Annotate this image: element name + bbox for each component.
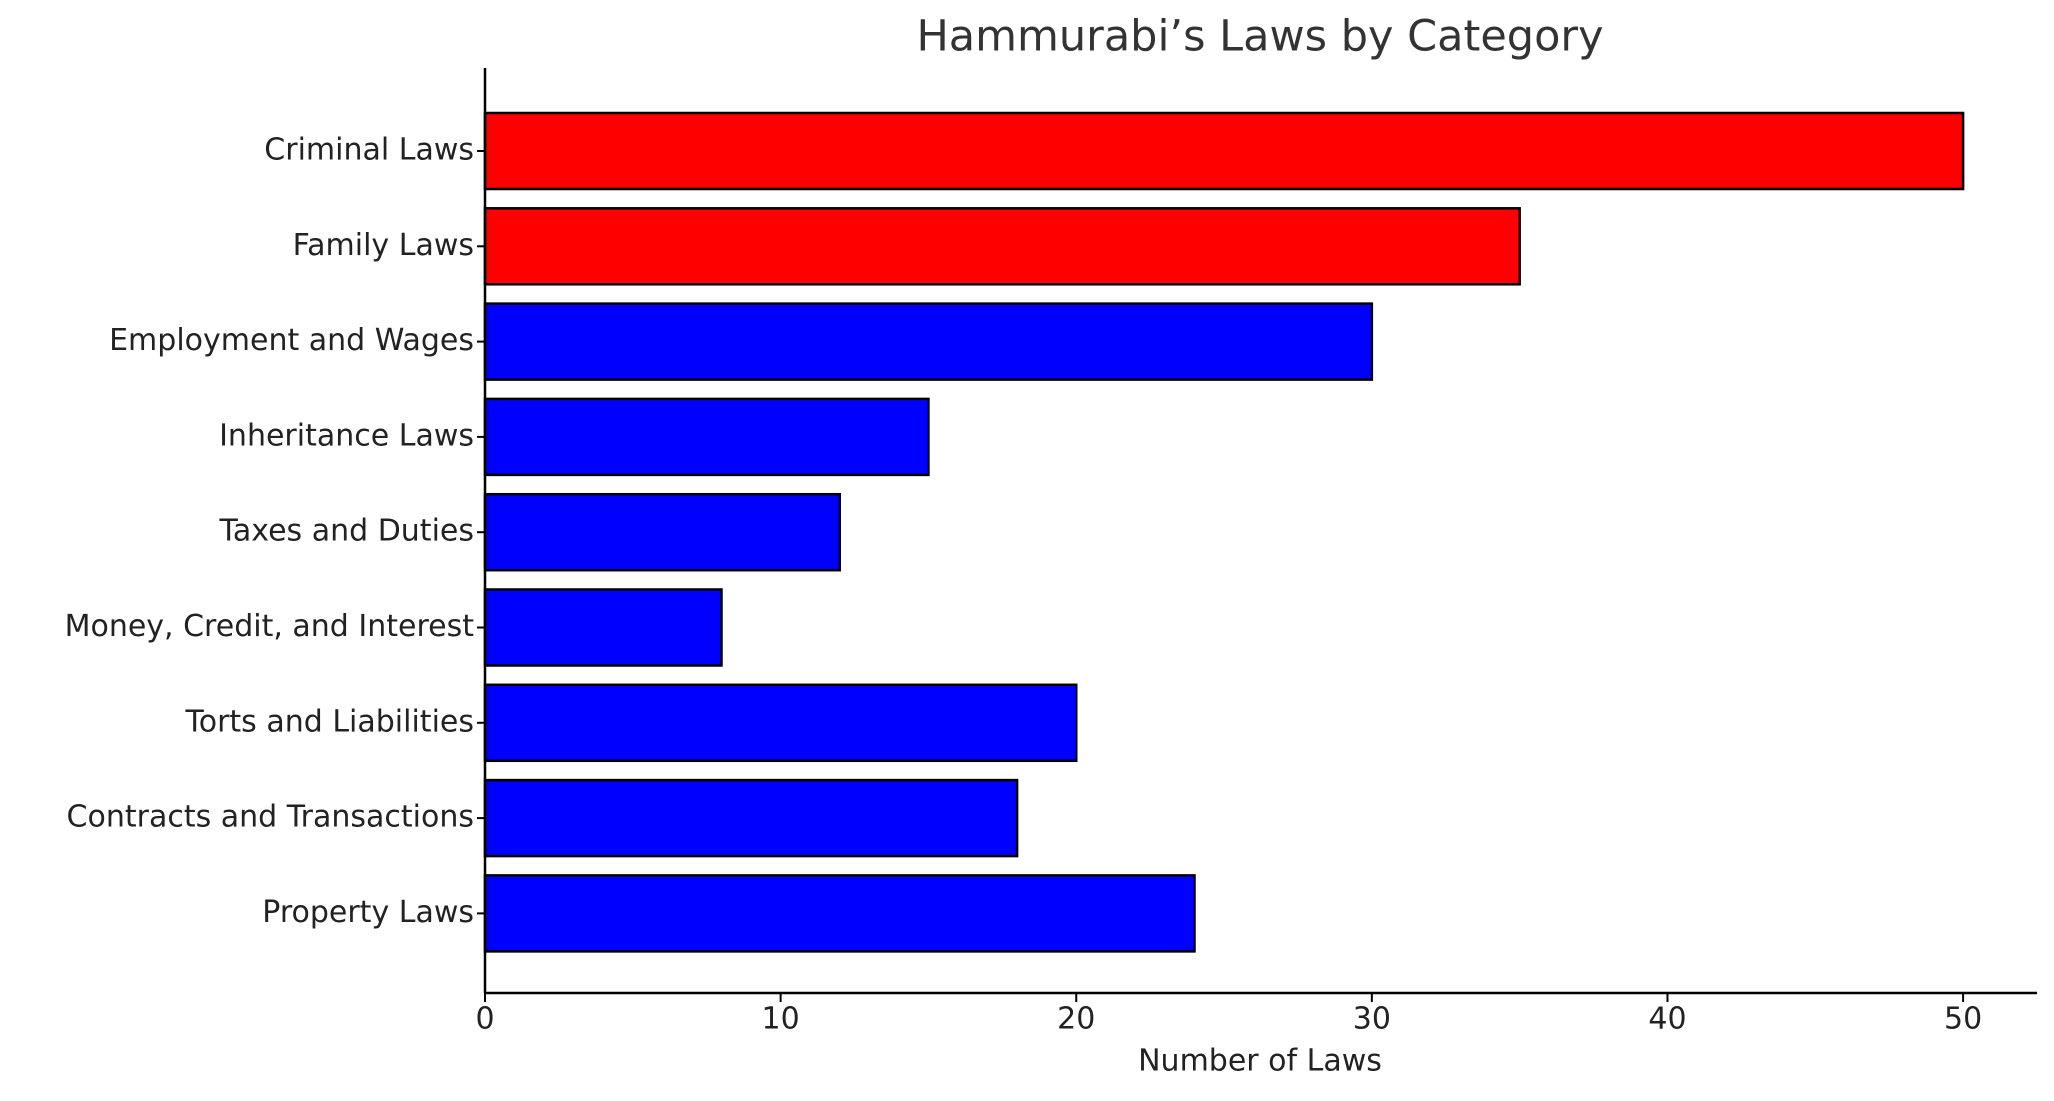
y-tick-label: Family Laws xyxy=(293,228,474,263)
x-tick-label: 10 xyxy=(762,1002,800,1037)
y-tick-label: Torts and Liabilities xyxy=(185,704,475,739)
x-tick-label: 50 xyxy=(1944,1002,1982,1037)
y-tick-label: Money, Credit, and Interest xyxy=(65,609,475,644)
bar xyxy=(483,874,1196,953)
x-tick-label: 0 xyxy=(475,1002,494,1037)
y-tick-label: Property Laws xyxy=(262,895,474,930)
x-tick-label: 30 xyxy=(1353,1002,1391,1037)
bar xyxy=(483,111,1965,191)
y-tick-label: Employment and Wages xyxy=(109,323,474,358)
bar xyxy=(483,778,1019,858)
bar xyxy=(483,397,930,477)
y-tick-label: Inheritance Laws xyxy=(219,418,474,453)
bar xyxy=(483,302,1374,381)
bar xyxy=(483,683,1078,763)
y-tick-label: Contracts and Transactions xyxy=(67,800,474,835)
x-axis-label: Number of Laws xyxy=(1138,1044,1382,1079)
bar xyxy=(483,492,841,572)
chart-title: Hammurabi’s Laws by Category xyxy=(916,12,1603,62)
bar xyxy=(483,207,1521,286)
y-tick-label: Taxes and Duties xyxy=(219,514,474,549)
bar xyxy=(483,588,723,667)
x-tick-label: 40 xyxy=(1648,1002,1686,1037)
x-tick-label: 20 xyxy=(1057,1002,1095,1037)
y-tick-label: Criminal Laws xyxy=(264,133,474,168)
